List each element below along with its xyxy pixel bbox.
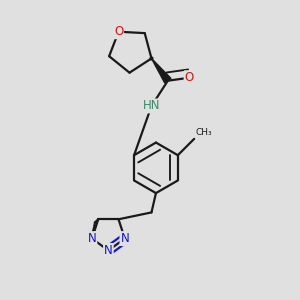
Text: CH₃: CH₃ bbox=[196, 128, 212, 137]
Text: O: O bbox=[114, 25, 123, 38]
Polygon shape bbox=[152, 58, 171, 83]
Text: N: N bbox=[88, 232, 96, 245]
Text: O: O bbox=[184, 71, 194, 84]
Text: N: N bbox=[104, 244, 113, 257]
Text: HN: HN bbox=[143, 100, 160, 112]
Text: N: N bbox=[120, 232, 129, 245]
